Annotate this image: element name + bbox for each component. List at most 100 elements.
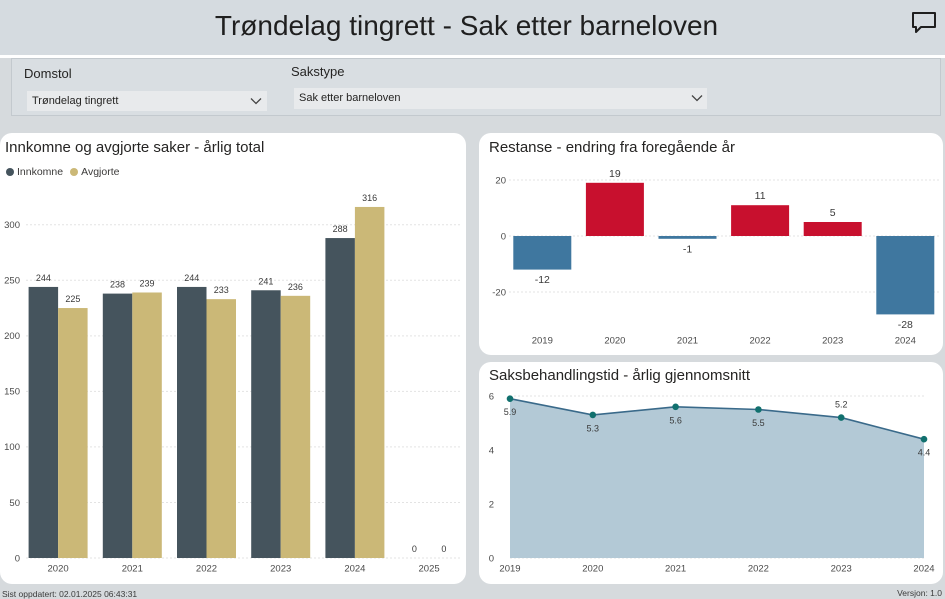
saksbehandlingstid-chart-title: Saksbehandlingstid - årlig gjennomsnitt: [489, 367, 750, 384]
data-point[interactable]: [920, 435, 928, 443]
x-axis-tick-label: 2024: [913, 564, 934, 575]
saker-chart-legend: Innkomne Avgjorte: [6, 165, 119, 179]
saksbehandlingstid-chart-card: 0 2 4 6 5.9 2019 5.3 2020 5.6 2021 5.5 2022 5.2 2023 4…: [479, 362, 943, 584]
bar-innkomne[interactable]: [251, 290, 281, 558]
domstol-filter-label: Domstol: [24, 66, 72, 81]
data-label: 5: [830, 207, 836, 219]
x-axis-tick-label: 2019: [532, 336, 553, 347]
restanse-bar-chart: -20 0 20 -12 2019 19 2020 -1 2021 11 2022 5 2023 -28 2…: [492, 168, 939, 347]
data-label: 4.4: [918, 448, 931, 458]
saker-chart-title: Innkomne og avgjorte saker - årlig total: [5, 139, 265, 156]
x-axis-tick-label: 2023: [822, 336, 843, 347]
last-updated-text: Sist oppdatert: 02.01.2025 06:43:31: [2, 589, 138, 599]
y-axis-tick-label: 50: [9, 498, 20, 509]
data-label: 19: [609, 168, 621, 180]
chevron-down-icon: [691, 95, 703, 102]
data-label-innkomne: 244: [36, 273, 51, 283]
bar-decrease[interactable]: [513, 236, 572, 270]
data-label-innkomne: 288: [333, 224, 348, 234]
bar-decrease[interactable]: [876, 236, 935, 315]
data-point[interactable]: [755, 406, 762, 413]
x-axis-tick-label: 2024: [895, 336, 916, 347]
data-label-avgjorte: 0: [441, 544, 446, 554]
y-axis-tick-label: 150: [4, 387, 20, 398]
data-point[interactable]: [506, 395, 514, 402]
x-axis-tick-label: 2022: [748, 564, 769, 575]
data-label-innkomne: 244: [184, 273, 199, 283]
chevron-down-icon: [250, 98, 262, 105]
x-axis-tick-label: 2023: [270, 564, 291, 575]
legend-item-innkomne[interactable]: Innkomne: [6, 165, 63, 179]
bar-increase[interactable]: [803, 222, 862, 236]
data-point[interactable]: [672, 403, 679, 411]
filter-panel: Domstol Trøndelag tingrett Sakstype Sak …: [11, 58, 941, 116]
bar-avgjorte[interactable]: [280, 295, 311, 558]
legend-item-avgjorte[interactable]: Avgjorte: [70, 165, 119, 179]
legend-dot-innkomne: [6, 168, 14, 176]
x-axis-tick-label: 2024: [344, 564, 365, 575]
y-axis-tick-label: 0: [489, 553, 494, 564]
data-label-innkomne: 0: [412, 544, 417, 554]
data-point[interactable]: [837, 414, 845, 421]
bar-innkomne[interactable]: [28, 286, 59, 558]
restanse-chart-card: -20 0 20 -12 2019 19 2020 -1 2021 11 2022 5 2023 -28 2…: [479, 133, 943, 355]
data-label-avgjorte: 236: [288, 282, 303, 292]
y-axis-tick-label: 20: [495, 175, 506, 186]
sakstype-dropdown-value: Sak etter barneloven: [299, 92, 401, 104]
data-label: 5.6: [669, 415, 682, 425]
series-line: [509, 397, 925, 440]
x-axis-tick-label: 2022: [196, 564, 217, 575]
comment-icon: [912, 12, 936, 33]
data-label-avgjorte: 239: [140, 278, 155, 288]
x-axis-tick-label: 2021: [665, 564, 686, 575]
domstol-dropdown[interactable]: Trøndelag tingrett: [27, 91, 267, 111]
data-label-avgjorte: 233: [214, 285, 229, 295]
chevron-down-icon-shape: [250, 98, 262, 105]
bar-increase[interactable]: [585, 182, 644, 236]
saker-bar-chart: 0 50 100 150 200 250 300 244 225 2020 238 239 2021 24…: [4, 193, 460, 575]
legend-dot-avgjorte: [70, 168, 79, 176]
data-label: 11: [755, 190, 766, 202]
bar-innkomne[interactable]: [102, 293, 133, 558]
data-label: 5.2: [835, 400, 848, 410]
x-axis-tick-label: 2019: [499, 564, 520, 575]
header-separator: [0, 55, 945, 58]
x-axis-tick-label: 2020: [604, 336, 625, 347]
bar-decrease[interactable]: [658, 236, 717, 239]
bar-avgjorte[interactable]: [132, 292, 162, 558]
area-fill: [510, 398, 924, 558]
chevron-down-icon-shape: [691, 95, 703, 102]
data-label: -28: [898, 319, 913, 331]
y-axis-tick-label: 300: [4, 220, 20, 231]
saksbehandlingstid-area-chart: 0 2 4 6 5.9 2019 5.3 2020 5.6 2021 5.5 2022 5.2 2023 4…: [489, 391, 935, 575]
comment-button[interactable]: [910, 10, 938, 36]
restanse-chart-title: Restanse - endring fra foregående år: [489, 139, 735, 156]
bar-avgjorte[interactable]: [58, 308, 88, 558]
sakstype-filter-label: Sakstype: [291, 64, 345, 79]
data-label-avgjorte: 225: [65, 294, 80, 304]
x-axis-tick-label: 2025: [419, 564, 440, 575]
bar-avgjorte[interactable]: [206, 299, 237, 558]
y-axis-tick-label: 2: [489, 499, 494, 510]
data-label: 5.9: [504, 407, 517, 417]
bar-innkomne[interactable]: [177, 286, 207, 558]
sakstype-dropdown[interactable]: Sak etter barneloven: [294, 88, 707, 109]
y-axis-tick-label: 100: [4, 442, 20, 453]
x-axis-tick-label: 2021: [122, 564, 143, 575]
data-label-innkomne: 241: [258, 276, 273, 286]
data-label-avgjorte: 316: [362, 193, 377, 203]
y-axis-tick-label: 200: [4, 331, 20, 342]
data-point[interactable]: [589, 411, 597, 419]
bar-innkomne[interactable]: [325, 238, 355, 559]
bar-avgjorte[interactable]: [354, 206, 385, 558]
data-label: 5.5: [752, 418, 765, 428]
bar-increase[interactable]: [731, 205, 790, 236]
legend-label-innkomne: Innkomne: [17, 166, 64, 178]
y-axis-tick-label: -20: [492, 287, 506, 298]
y-axis-tick-label: 6: [489, 391, 494, 402]
y-axis-tick-label: 0: [501, 231, 506, 242]
y-axis-tick-label: 0: [15, 553, 20, 564]
x-axis-tick-label: 2022: [750, 336, 771, 347]
comment-icon-shape: [912, 12, 936, 33]
